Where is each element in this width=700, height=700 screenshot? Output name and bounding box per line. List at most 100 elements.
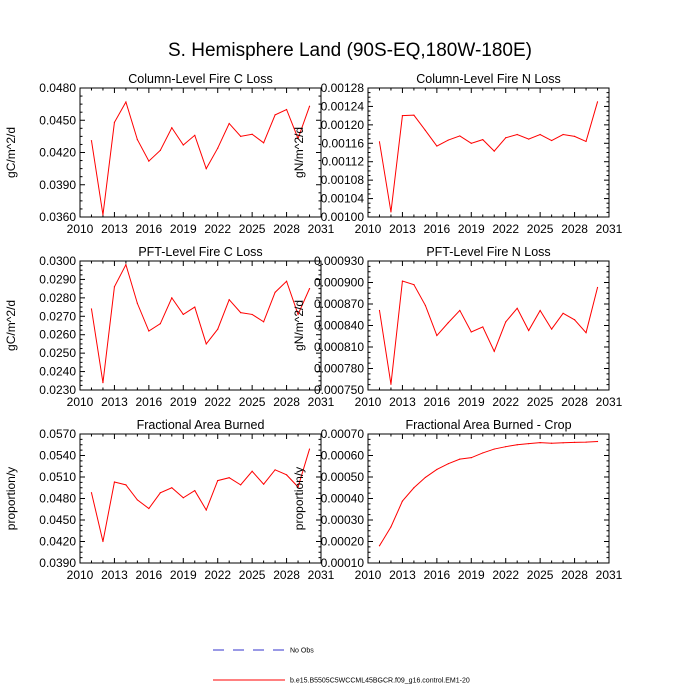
data-point [459,135,461,137]
data-point [125,101,127,103]
data-point [240,135,242,137]
x-tick-label: 2016 [424,395,451,409]
y-tick-label: 0.0480 [39,81,76,95]
data-point [274,114,276,116]
data-point [447,139,449,141]
y-tick-label: 0.0280 [39,291,76,305]
data-point [194,134,196,136]
data-point [159,492,161,494]
x-tick-label: 2010 [355,222,382,236]
data-point [148,330,150,332]
x-tick-label: 2031 [596,222,623,236]
y-tick-label: 0.000900 [314,276,364,290]
x-tick-label: 2031 [596,568,623,582]
data-point [217,479,219,482]
data-point [217,147,219,149]
plot-frame [367,260,610,391]
data-point [528,138,530,140]
y-tick-label: 0.0420 [39,146,76,160]
y-tick-label: 0.0390 [39,556,76,570]
x-tick-label: 2025 [527,395,554,409]
x-tick-label: 2010 [355,395,382,409]
data-point [228,477,230,479]
y-tick-label: 0.0450 [39,513,76,527]
data-point [585,441,587,443]
x-tick-label: 2013 [389,222,416,236]
x-tick-label: 2013 [389,568,416,582]
data-point [573,319,576,321]
data-point [240,312,242,314]
data-point [194,306,196,308]
legend-label-model: b.e15.B5505C5WCCML45BGCR.f09_g16.control… [290,678,470,685]
series-line [90,100,310,215]
x-tick-label: 2028 [273,395,300,409]
data-point [470,331,472,333]
data-point [205,343,207,345]
data-point [251,133,253,135]
panel-column-level-fire-n-loss: Column-Level Fire N Loss gN/m^2/d 2010 2013… [292,72,623,236]
y-tick-label: 0.000930 [314,254,364,268]
data-point [424,476,426,479]
data-point [182,497,184,499]
legend-label-no-obs: No Obs [290,648,314,655]
y-tick-label: 0.00128 [321,81,365,95]
data-point [413,114,415,116]
data-point [194,490,196,492]
data-point [573,135,576,137]
x-tick-label: 2013 [101,222,128,236]
data-point [228,122,230,125]
series-line [378,280,599,385]
data-point [424,304,426,307]
data-point [539,442,541,444]
data-point [228,299,230,301]
x-tick-label: 2010 [67,568,94,582]
data-point [182,313,184,316]
x-tick-label: 2013 [101,568,128,582]
x-tick-label: 2019 [458,568,485,582]
data-point [551,139,553,142]
x-tick-label: 2028 [273,222,300,236]
x-tick-label: 2022 [492,568,519,582]
x-tick-label: 2028 [561,395,588,409]
x-tick-label: 2022 [204,222,231,236]
panels: Column-Level Fire C Loss gC/m^2/d 2010 2013… [4,72,623,582]
data-point [285,280,288,282]
y-tick-label: 0.00120 [321,118,365,132]
data-point [413,284,415,286]
panel-title: Fractional Area Burned [137,418,265,432]
data-point [424,129,426,131]
panel-column-level-fire-c-loss: Column-Level Fire C Loss gC/m^2/d 2010 2013… [4,72,335,236]
panel-pft-level-fire-c-loss: PFT-Level Fire C Loss gC/m^2/d 2010 2013 201… [4,245,335,409]
y-tick-label: 0.0360 [39,210,76,224]
data-point [459,458,461,460]
x-tick-label: 2016 [136,222,163,236]
panel-pft-level-fire-n-loss: PFT-Level Fire N Loss gN/m^2/d 2010 2013 201… [292,245,623,409]
data-point [251,313,253,316]
data-point [136,499,138,501]
data-point [436,145,438,147]
data-point [308,448,311,450]
panel-title: PFT-Level Fire C Loss [138,245,262,259]
data-point [562,133,564,136]
y-tick-label: 0.00124 [321,99,365,113]
data-point [551,328,553,330]
y-tick-label: 0.00050 [321,470,365,484]
y-tick-label: 0.00040 [321,492,365,506]
y-tick-label: 0.00060 [321,449,365,463]
x-tick-label: 2031 [596,395,623,409]
y-tick-label: 0.0570 [39,427,76,441]
data-point [171,297,173,299]
y-tick-label: 0.000870 [314,297,364,311]
panel-fractional-area-burned: Fractional Area Burned proportion/y 2010 20… [4,418,335,582]
y-tick-label: 0.0250 [39,346,76,360]
data-point [551,442,553,444]
data-point [205,509,207,511]
data-point [171,127,173,129]
data-point [482,326,484,328]
data-point [240,484,242,486]
x-tick-label: 2019 [170,395,197,409]
data-point [516,307,518,309]
y-tick-label: 0.0290 [39,272,76,286]
data-point [378,309,381,312]
